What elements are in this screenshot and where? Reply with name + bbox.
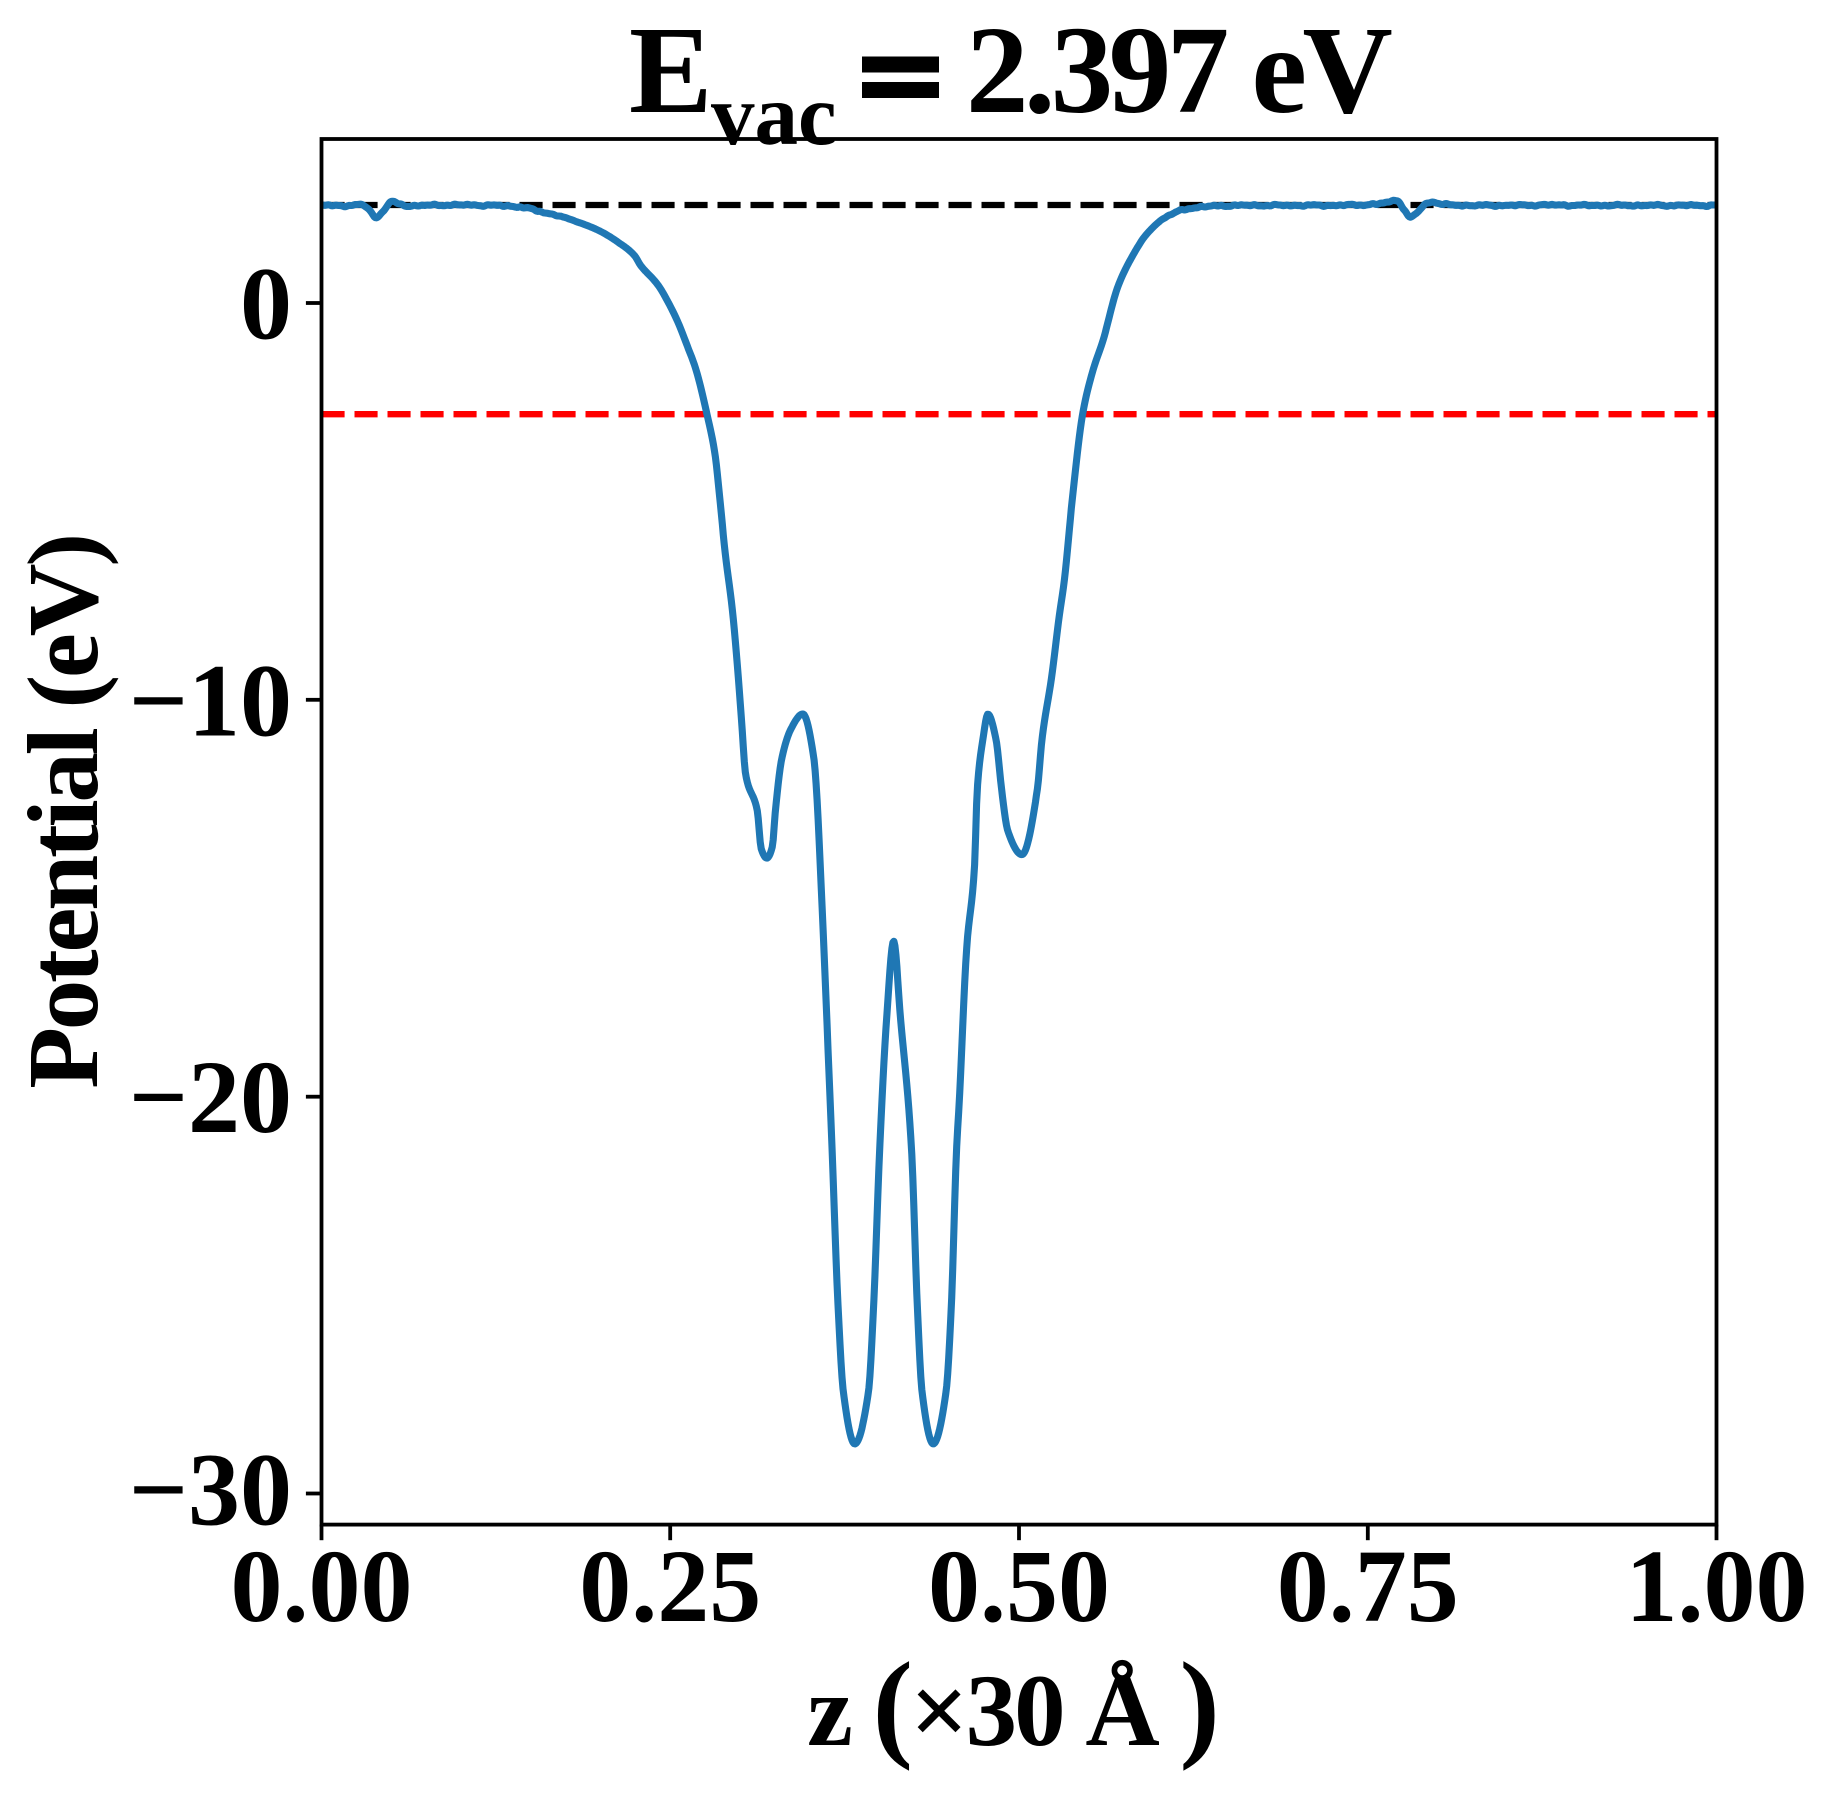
svg-text:vac: vac [711,66,837,163]
svg-text:E: E [629,2,712,140]
svg-text:0.50: 0.50 [928,1529,1110,1644]
svg-text:−20: −20 [129,1040,292,1155]
svg-text:1.00: 1.00 [1626,1529,1808,1644]
svg-text:0: 0 [240,247,292,362]
svg-text:Potential (eV): Potential (eV) [7,536,119,1089]
svg-text:−30: −30 [129,1433,292,1548]
svg-text:0.75: 0.75 [1277,1529,1459,1644]
svg-text:z (×30 Å ): z (×30 Å ) [807,1638,1217,1772]
svg-text:−10: −10 [129,643,292,758]
svg-text:2.397 eV: 2.397 eV [966,2,1391,140]
svg-text:0.25: 0.25 [579,1529,761,1644]
svg-text:0.00: 0.00 [231,1529,413,1644]
